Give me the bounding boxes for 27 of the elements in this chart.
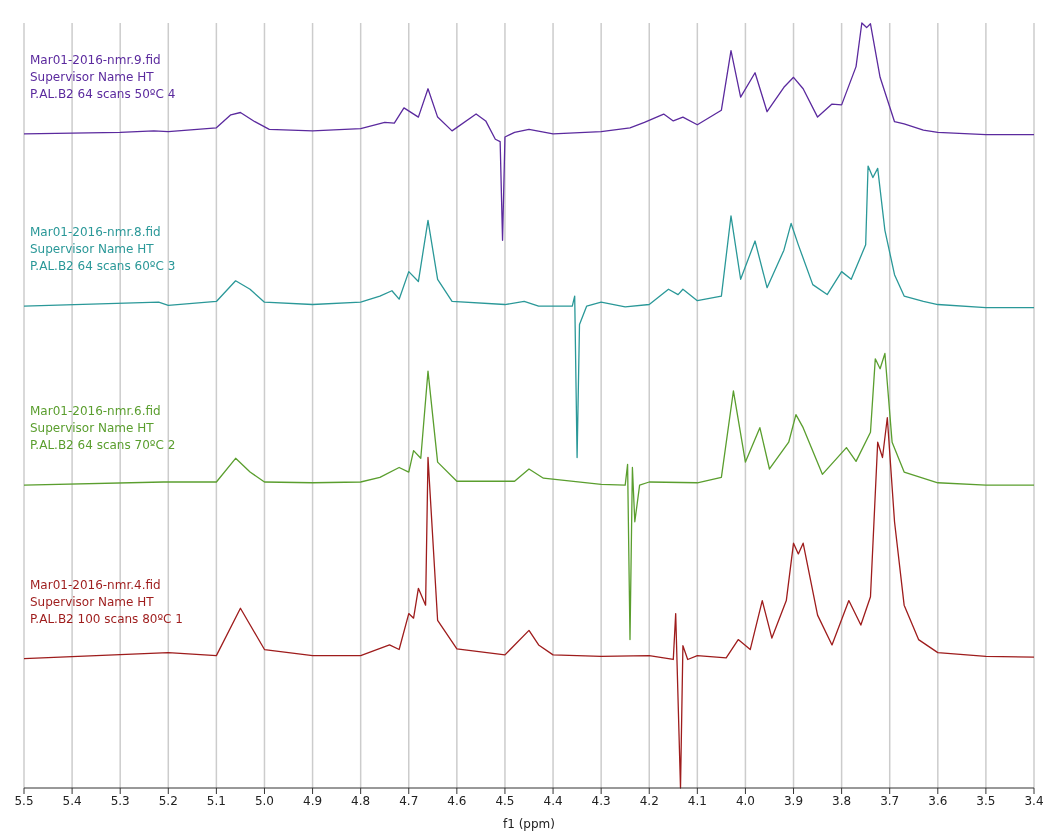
x-tick-label: 5.1 xyxy=(206,793,226,808)
x-tick-label: 4.6 xyxy=(447,793,467,808)
x-tick-label: 3.9 xyxy=(783,793,804,808)
x-tick-label: 5.3 xyxy=(110,793,130,808)
x-tick-label: 5.4 xyxy=(62,793,82,808)
x-tick-label: 3.8 xyxy=(832,793,852,808)
x-tick-label: 3.6 xyxy=(928,793,948,808)
x-tick-label: 4.8 xyxy=(351,793,371,808)
text: Mar01-2016-nmr.8.fid Supervisor Name HT P.AL.B2 64 scans 60ºC 3 xyxy=(30,224,176,276)
x-tick-label: 4.3 xyxy=(591,793,611,808)
x-tick-label: 4.9 xyxy=(303,793,323,808)
x-tick-label: 3.5 xyxy=(976,793,996,808)
x-tick-label: 5.2 xyxy=(158,793,178,808)
text: Mar01-2016-nmr.4.fid Supervisor Name HT P.AL.B2 100 scans 80ºC 1 xyxy=(30,576,183,628)
x-axis-title: f1 (ppm) xyxy=(503,817,555,831)
x-tick-label: 4.0 xyxy=(735,793,755,808)
x-tick-label: 3.7 xyxy=(880,793,900,808)
text: Mar01-2016-nmr.9.fid Supervisor Name HT P.AL.B2 64 scans 50ºC 4 xyxy=(30,51,176,103)
x-tick-label: 4.5 xyxy=(495,793,515,808)
text: Mar01-2016-nmr.6.fid Supervisor Name HT P.AL.B2 64 scans 70ºC 2 xyxy=(30,403,176,455)
x-tick-label: 5.0 xyxy=(254,793,275,808)
x-tick-label: 3.4 xyxy=(1024,793,1044,808)
x-tick-label: 4.4 xyxy=(543,793,563,808)
x-tick-label: 4.1 xyxy=(687,793,707,808)
x-tick-label: 4.2 xyxy=(639,793,659,808)
x-tick-label: 5.5 xyxy=(14,793,34,808)
x-tick-label: 4.7 xyxy=(399,793,419,808)
